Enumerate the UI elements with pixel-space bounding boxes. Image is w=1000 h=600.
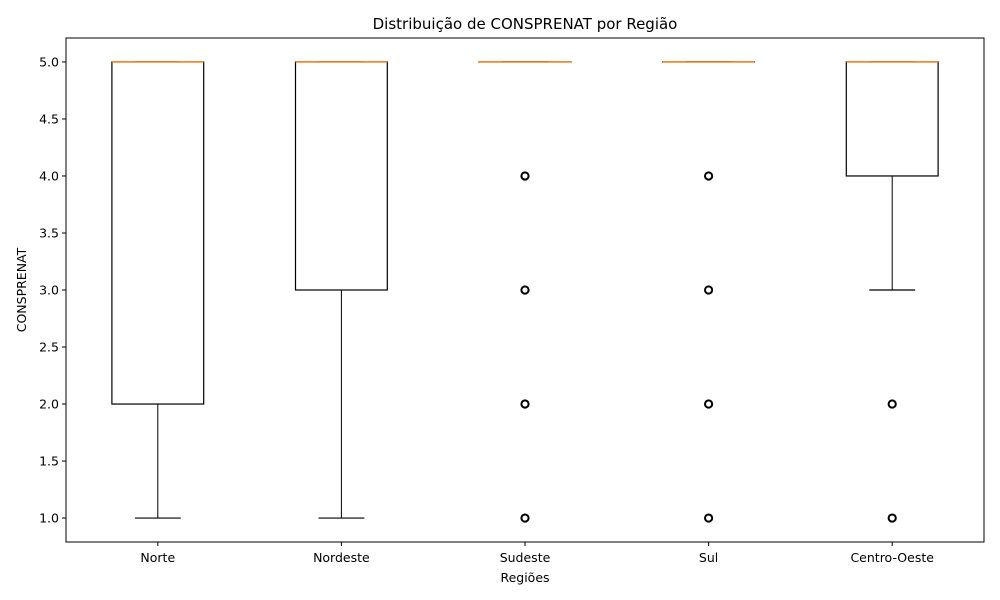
x-tick-label: Nordeste [313, 550, 370, 565]
x-tick-label: Centro-Oeste [850, 550, 934, 565]
y-axis-label: CONSPRENAT [14, 247, 29, 332]
y-tick-label: 1.5 [39, 454, 59, 469]
y-tick-label: 4.0 [39, 168, 59, 183]
plot-area: 1.0 1.5 2.0 2.5 3.0 3.5 4.0 4.5 5.0 Norte Nordeste… [39, 54, 939, 565]
box [294, 61, 388, 291]
box [845, 61, 939, 177]
x-tick-label: Sudeste [500, 550, 551, 565]
outlier-point [520, 285, 530, 295]
x-tick-label: Norte [140, 550, 175, 565]
outlier-point [704, 513, 714, 523]
x-tick-label: Sul [699, 550, 718, 565]
box [111, 61, 205, 405]
y-tick-label: 3.0 [39, 283, 59, 298]
y-tick-label: 3.5 [39, 225, 59, 240]
x-axis-label: Regiões [500, 570, 549, 585]
outlier-point [520, 171, 530, 181]
y-tick-label: 5.0 [39, 54, 59, 69]
y-tick-label: 2.5 [39, 340, 59, 355]
outlier-point [704, 285, 714, 295]
plot-frame [65, 37, 985, 543]
outlier-point [520, 399, 530, 409]
chart-title: Distribuição de CONSPRENAT por Região [373, 15, 678, 33]
y-tick-label: 4.5 [39, 111, 59, 126]
y-tick-label: 1.0 [39, 511, 59, 526]
outlier-point [520, 513, 530, 523]
outlier-point [887, 399, 897, 409]
outlier-point [887, 513, 897, 523]
y-tick-label: 2.0 [39, 397, 59, 412]
outlier-point [704, 171, 714, 181]
outlier-point [704, 399, 714, 409]
